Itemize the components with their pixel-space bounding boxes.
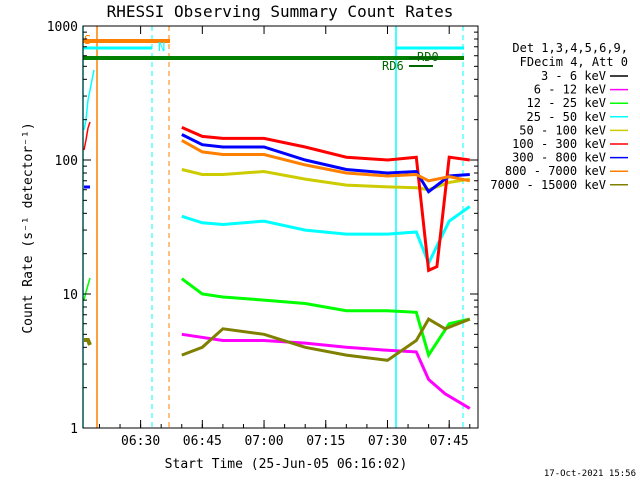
- x-tick-label: 06:30: [121, 434, 160, 449]
- legend-label: 12 - 25 keV: [527, 96, 606, 110]
- generation-timestamp: 17-Oct-2021 15:56: [544, 469, 636, 479]
- legend-label: 100 - 300 keV: [512, 137, 606, 151]
- plot-overlays: S N RD0 RD6: [82, 26, 464, 428]
- annotation-n: N: [158, 40, 165, 54]
- axes-layer: 1 10 100 1000 06:30 06:45 07:00 07:15 07:30 07:45: [47, 20, 478, 449]
- y-tick-label: 1000: [47, 20, 78, 35]
- legend-label: 50 - 100 keV: [519, 123, 606, 137]
- legend-header-line-2: FDecim 4, Att 0: [520, 55, 628, 69]
- series-line-12-25-kev: [180, 277, 471, 359]
- annotation-s: S: [84, 33, 91, 47]
- series-line-300-800-kev: [181, 133, 470, 194]
- y-axis-label: Count Rate (s⁻¹ detector⁻¹): [21, 122, 36, 333]
- annotation-rd0: RD0: [417, 50, 439, 64]
- legend: Det 1,3,4,5,6,9, FDecim 4, Att 0 3 - 6 k…: [490, 41, 628, 192]
- annotation-rd6: RD6: [382, 59, 404, 73]
- series-line-800-7000-kev: [181, 139, 471, 183]
- legend-label: 6 - 12 keV: [534, 83, 606, 97]
- legend-label: 3 - 6 keV: [541, 69, 606, 83]
- legend-label: 800 - 7000 keV: [505, 164, 606, 178]
- series-line-100-300-kev: [181, 126, 471, 273]
- series-line-7000-15000-kev: [181, 317, 471, 362]
- x-tick-label: 07:15: [306, 434, 345, 449]
- x-tick-label: 07:45: [430, 434, 469, 449]
- x-tick-label: 06:45: [183, 434, 222, 449]
- x-tick-label: 07:00: [244, 434, 283, 449]
- x-tick-label: 07:30: [368, 434, 407, 449]
- legend-label: 7000 - 15000 keV: [490, 178, 606, 192]
- x-axis-label: Start Time (25-Jun-05 06:16:02): [165, 457, 408, 472]
- series-line-6-12-kev: [181, 332, 471, 410]
- early-red-rise: [83, 121, 91, 151]
- early-green-rise: [83, 277, 91, 301]
- y-tick-label: 1: [70, 422, 78, 437]
- y-tick-label: 100: [55, 154, 78, 169]
- legend-header-line-1: Det 1,3,4,5,6,9,: [512, 41, 628, 55]
- y-tick-label: 10: [62, 288, 78, 303]
- legend-label: 25 - 50 keV: [527, 110, 606, 124]
- early-cyan-rise: [83, 69, 95, 131]
- series-line-25-50-kev: [181, 205, 471, 267]
- legend-label: 300 - 800 keV: [512, 151, 606, 165]
- y-axis-label-text: Count Rate (s⁻¹ detector⁻¹): [21, 122, 36, 333]
- chart-title: RHESSI Observing Summary Count Rates: [107, 2, 454, 21]
- early-olive-segment: [84, 338, 92, 346]
- series-layer: [180, 126, 471, 410]
- plot-frame: [82, 25, 479, 429]
